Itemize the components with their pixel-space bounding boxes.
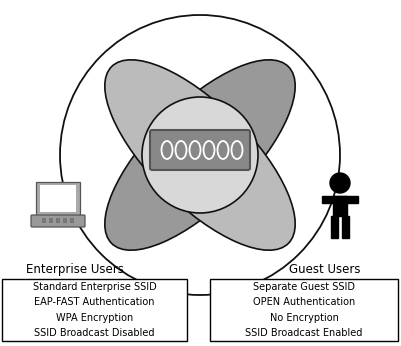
Bar bbox=[42, 218, 46, 223]
Bar bbox=[210, 279, 398, 341]
Ellipse shape bbox=[105, 60, 295, 250]
Text: Guest Users: Guest Users bbox=[289, 263, 361, 276]
Text: Standard Enterprise SSID: Standard Enterprise SSID bbox=[32, 282, 156, 292]
FancyBboxPatch shape bbox=[150, 130, 250, 170]
Bar bbox=[56, 218, 60, 223]
Circle shape bbox=[142, 97, 258, 213]
Text: Separate Guest SSID: Separate Guest SSID bbox=[253, 282, 355, 292]
Bar bbox=[2, 279, 187, 341]
Bar bbox=[322, 196, 358, 203]
Text: SSID Broadcast Disabled: SSID Broadcast Disabled bbox=[34, 328, 155, 338]
Bar bbox=[331, 216, 338, 238]
Text: No Encryption: No Encryption bbox=[269, 313, 338, 323]
Bar bbox=[40, 185, 76, 212]
Bar bbox=[342, 216, 349, 238]
Text: OPEN Authentication: OPEN Authentication bbox=[253, 297, 355, 307]
Bar bbox=[49, 218, 53, 223]
Bar bbox=[70, 218, 74, 223]
Text: EAP-FAST Authentication: EAP-FAST Authentication bbox=[34, 297, 155, 307]
Text: Enterprise Users: Enterprise Users bbox=[26, 263, 124, 276]
FancyBboxPatch shape bbox=[36, 182, 80, 216]
Bar bbox=[63, 218, 67, 223]
Ellipse shape bbox=[105, 60, 295, 250]
FancyBboxPatch shape bbox=[31, 215, 85, 227]
Text: WPA Encryption: WPA Encryption bbox=[56, 313, 133, 323]
Bar bbox=[333, 196, 347, 216]
Text: SSID Broadcast Enabled: SSID Broadcast Enabled bbox=[245, 328, 363, 338]
Circle shape bbox=[330, 173, 350, 193]
